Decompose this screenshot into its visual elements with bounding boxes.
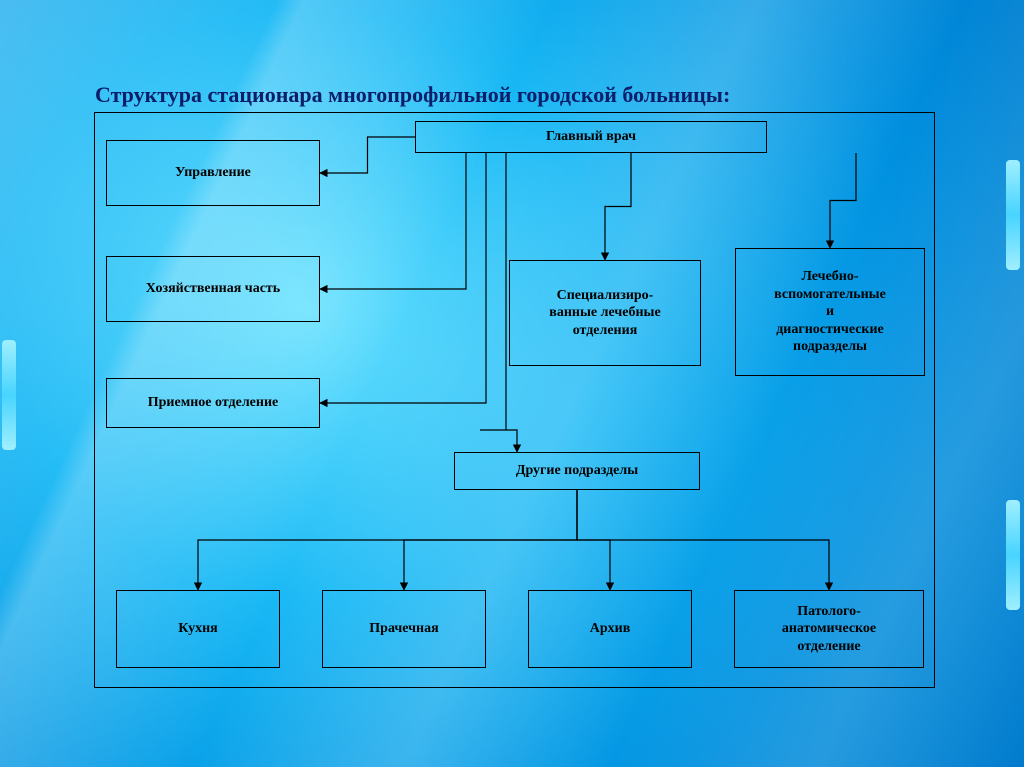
node-archive: Архив xyxy=(528,590,692,668)
node-mgmt: Управление xyxy=(106,140,320,206)
node-diag: Лечебно-вспомогательныеидиагностическиеп… xyxy=(735,248,925,376)
node-spec: Специализиро-ванные лечебныеотделения xyxy=(509,260,701,366)
node-hoz: Хозяйственная часть xyxy=(106,256,320,322)
node-kitchen: Кухня xyxy=(116,590,280,668)
node-head: Главный врач xyxy=(415,121,767,153)
shine-bar xyxy=(2,340,16,450)
node-reception: Приемное отделение xyxy=(106,378,320,428)
node-laundry: Прачечная xyxy=(322,590,486,668)
node-other: Другие подразделы xyxy=(454,452,700,490)
shine-bar xyxy=(1006,500,1020,610)
node-patho: Патолого-анатомическоеотделение xyxy=(734,590,924,668)
page-title: Структура стационара многопрофильной гор… xyxy=(95,82,730,108)
shine-bar xyxy=(1006,160,1020,270)
